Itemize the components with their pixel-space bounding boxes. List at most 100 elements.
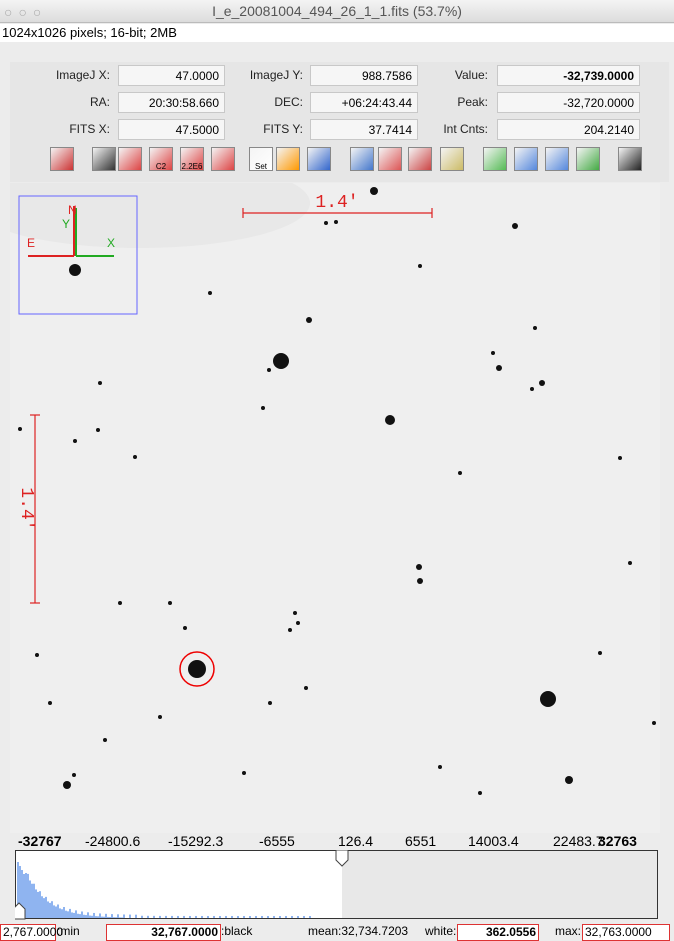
black-value[interactable]: 32,767.0000 <box>106 924 221 941</box>
field-label: FITS X: <box>69 122 110 136</box>
star <box>48 701 52 705</box>
nebula <box>10 183 310 248</box>
tool-button[interactable] <box>408 147 432 171</box>
tool-button[interactable] <box>50 147 74 171</box>
histogram-bar <box>109 917 111 918</box>
star <box>168 601 172 605</box>
tool-button[interactable] <box>618 147 642 171</box>
histogram[interactable] <box>15 850 658 920</box>
histogram-bar <box>279 915 281 918</box>
field-label: DEC: <box>274 95 303 109</box>
black-slider[interactable] <box>15 902 26 920</box>
histogram-bar <box>111 914 113 918</box>
tool-button[interactable] <box>118 147 142 171</box>
tool-button[interactable] <box>378 147 402 171</box>
tool-button[interactable] <box>249 147 273 171</box>
histogram-bar <box>93 912 95 918</box>
histogram-bar <box>35 889 37 918</box>
star <box>540 691 556 707</box>
histogram-bar <box>231 915 233 918</box>
tool-button[interactable] <box>149 147 173 171</box>
tool-button[interactable] <box>440 147 464 171</box>
star <box>96 428 100 432</box>
star <box>652 721 656 725</box>
histogram-bar <box>71 912 73 918</box>
star <box>296 621 300 625</box>
histogram-bar <box>73 912 75 918</box>
star <box>618 456 622 460</box>
compass <box>28 206 114 257</box>
histogram-bar <box>91 915 93 918</box>
tool-button[interactable] <box>483 147 507 171</box>
info-bar <box>0 24 674 42</box>
histogram-bar <box>135 914 137 918</box>
scale-bar-horizontal <box>242 208 433 218</box>
white-value[interactable]: 362.0556 <box>457 924 539 941</box>
tool-button[interactable] <box>211 147 235 171</box>
star <box>72 773 76 777</box>
histogram-bar <box>69 908 71 918</box>
tool-button[interactable] <box>514 147 538 171</box>
histogram-label: -24800.6 <box>85 833 141 849</box>
compass-star <box>69 264 81 276</box>
star <box>491 351 495 355</box>
star <box>268 701 272 705</box>
histogram-bar <box>177 915 179 918</box>
tool-button[interactable] <box>350 147 374 171</box>
tool-button-label: Set <box>254 162 267 171</box>
star <box>598 651 602 655</box>
field-value: 204.2140 <box>497 119 640 140</box>
histogram-bar <box>153 915 155 918</box>
image-view[interactable]: 1.4' 1.4' N Y E X <box>10 183 660 833</box>
histogram-bar <box>41 896 43 918</box>
min-value[interactable]: 2,767.0000 <box>0 924 63 941</box>
histogram-label: 22483.7 <box>553 833 604 849</box>
star <box>267 368 271 372</box>
field-value: 47.0000 <box>118 65 225 86</box>
histogram-bar <box>57 904 59 918</box>
histogram-bar <box>129 914 131 918</box>
histogram-bar <box>53 905 55 918</box>
star <box>188 660 206 678</box>
histogram-bar <box>219 915 221 918</box>
histogram-bar <box>27 873 29 918</box>
histogram-label: -15292.3 <box>168 833 224 849</box>
histogram-bar <box>249 915 251 918</box>
histogram-bar <box>243 915 245 918</box>
tool-button[interactable] <box>307 147 331 171</box>
star <box>458 471 462 475</box>
histogram-bar <box>195 915 197 918</box>
histogram-bar <box>97 916 99 918</box>
star <box>133 455 137 459</box>
field-label: FITS Y: <box>263 122 303 136</box>
star <box>533 326 537 330</box>
star <box>334 220 338 224</box>
histogram-label: 32763 <box>598 833 637 849</box>
max-value[interactable]: 32,763.0000 <box>582 924 670 941</box>
tool-button[interactable] <box>276 147 300 171</box>
star <box>324 221 328 225</box>
tool-button[interactable] <box>576 147 600 171</box>
field-value: 988.7586 <box>310 65 418 86</box>
tool-button[interactable] <box>180 147 204 171</box>
star <box>304 686 308 690</box>
white-slider[interactable] <box>335 850 349 867</box>
histogram-bar <box>113 917 115 918</box>
tool-button[interactable] <box>545 147 569 171</box>
star <box>496 365 502 371</box>
star <box>98 381 102 385</box>
star <box>417 578 423 584</box>
min-label: :min <box>57 924 80 938</box>
histogram-bar <box>85 915 87 918</box>
histogram-bar <box>81 911 83 918</box>
field-value: 20:30:58.660 <box>118 92 225 113</box>
star <box>261 406 265 410</box>
histogram-label: 14003.4 <box>468 833 519 849</box>
window-buttons[interactable]: ○○○ <box>4 4 48 20</box>
histogram-bar <box>31 883 33 918</box>
histogram-bar <box>237 915 239 918</box>
histogram-bar <box>89 915 91 918</box>
tool-button[interactable] <box>92 147 116 171</box>
histogram-bar <box>29 880 31 918</box>
